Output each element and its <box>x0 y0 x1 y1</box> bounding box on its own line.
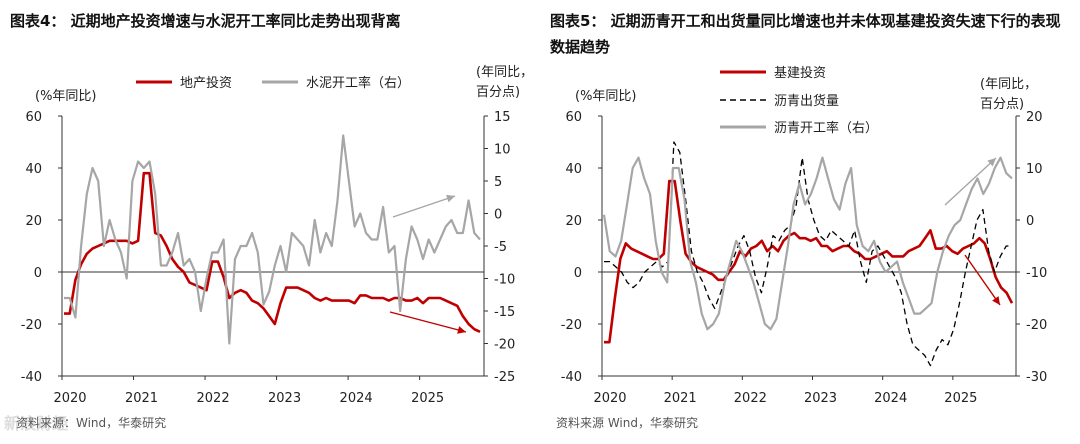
right-tick-label: -10 <box>1026 266 1047 281</box>
series-line-0 <box>604 179 1014 344</box>
left-tick-label: 0 <box>574 266 582 281</box>
trend-arrow-head-1 <box>992 296 1000 305</box>
right-tick-label: 5 <box>494 175 502 190</box>
legend-label-0: 基建投资 <box>774 65 826 81</box>
chart-svg-right: 60 40 20 0 -20 -40 20 10 0 -10 -20 -30 2020 2021 2022 2… <box>561 65 1047 406</box>
left-tick-label: -40 <box>21 370 42 385</box>
right-tick-label: -30 <box>1026 370 1047 385</box>
right-axis-label-1: (年同比， <box>476 65 533 80</box>
chart-source: 资料来源：Wind，华泰研究 <box>16 416 167 430</box>
left-tick-label: -20 <box>21 318 42 333</box>
chart-source: 资料来源 Wind，华泰研究 <box>556 416 698 430</box>
series-line-2 <box>602 156 1013 331</box>
legend-label-1: 水泥开工率（右） <box>306 75 410 91</box>
left-tick-label: -20 <box>561 318 582 333</box>
right-tick-label: 0 <box>494 208 502 223</box>
right-axis-label-2: 百分点) <box>980 97 1024 112</box>
left-tick-label: 40 <box>25 162 42 177</box>
trend-arrow-head-0 <box>987 158 996 167</box>
trend-arrow-1 <box>389 311 467 333</box>
trend-arrow-head-0 <box>446 194 455 203</box>
right-tick-label: 20 <box>1026 110 1043 125</box>
left-tick-label: 20 <box>565 214 582 229</box>
left-tick-label: -40 <box>561 370 582 385</box>
x-tick-label: 2023 <box>268 391 301 406</box>
x-tick-label: 2025 <box>944 391 977 406</box>
right-tick-label: -15 <box>494 305 515 320</box>
left-tick-label: 60 <box>25 110 42 125</box>
chart-plot: 60 40 20 0 -20 -40 15 10 5 0 -5 -10 -15 -20 -25 2020 202… <box>21 65 533 406</box>
x-tick-label: 2024 <box>340 391 373 406</box>
trend-arrow-0 <box>944 157 997 206</box>
chart-svg-left: 60 40 20 0 -20 -40 15 10 5 0 -5 -10 -15 -20 -25 2020 202… <box>21 65 533 406</box>
left-axis-label: (%年同比) <box>35 89 97 104</box>
left-tick-label: 40 <box>565 162 582 177</box>
right-tick-label: 10 <box>494 143 511 158</box>
right-tick-label: -10 <box>494 273 515 288</box>
chart-title: 图表4： 近期地产投资增速与水泥开工率同比走势出现背离 <box>10 12 401 30</box>
x-tick-label: 2020 <box>593 391 626 406</box>
legend-label-1: 沥青出货量 <box>774 93 839 109</box>
right-tick-label: 0 <box>1026 214 1034 229</box>
right-tick-label: -20 <box>1026 318 1047 333</box>
chart-plot: 60 40 20 0 -20 -40 20 10 0 -10 -20 -30 2020 2021 2022 2… <box>561 65 1047 406</box>
series-line-0 <box>64 171 481 333</box>
trend-arrow-0 <box>392 195 456 218</box>
right-tick-label: 10 <box>1026 162 1043 177</box>
right-tick-label: -5 <box>494 240 507 255</box>
chart-panel-left: 图表4： 近期地产投资增速与水泥开工率同比走势出现背离 60 40 20 0 -20 -4… <box>10 12 533 430</box>
x-tick-label: 2022 <box>734 391 767 406</box>
right-tick-label: -20 <box>494 338 515 353</box>
right-axis-label-1: (年同比， <box>980 77 1037 92</box>
series-line-1 <box>604 141 1012 367</box>
x-tick-label: 2022 <box>197 391 230 406</box>
x-tick-label: 2025 <box>411 391 444 406</box>
left-axis-label: (%年同比) <box>575 89 637 104</box>
chart-title: 图表5： 近期沥青开工和出货量同比增速也并未体现基建投资失速下行的表现数据趋势 <box>550 12 1061 56</box>
left-tick-label: 60 <box>565 110 582 125</box>
right-axis-label-2: 百分点) <box>476 85 520 100</box>
legend-label-0: 地产投资 <box>180 75 232 91</box>
right-tick-label: 15 <box>494 110 511 125</box>
left-tick-label: 20 <box>25 214 42 229</box>
trend-arrow-head-1 <box>457 326 466 334</box>
right-tick-label: -25 <box>494 370 515 385</box>
chart-panel-right: 图表5： 近期沥青开工和出货量同比增速也并未体现基建投资失速下行的表现数据趋势 … <box>540 0 1080 444</box>
x-tick-label: 2024 <box>874 391 907 406</box>
x-tick-label: 2020 <box>53 391 86 406</box>
left-tick-label: 0 <box>34 266 42 281</box>
x-tick-label: 2021 <box>125 391 158 406</box>
x-tick-label: 2021 <box>664 391 697 406</box>
trend-arrow-1 <box>964 254 1001 306</box>
watermark: 新浪财经 <box>4 414 69 433</box>
legend-label-2: 沥青开工率（右） <box>774 120 878 136</box>
series-line-1 <box>64 134 481 345</box>
x-tick-label: 2023 <box>804 391 837 406</box>
